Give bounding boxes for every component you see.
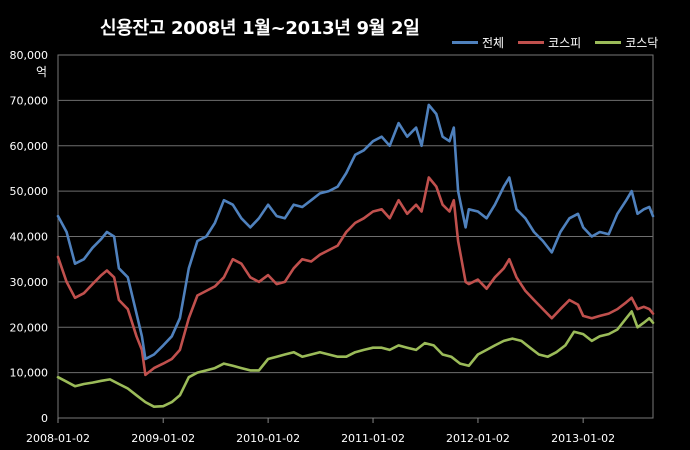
legend-label-kospi: 코스피 bbox=[548, 36, 582, 50]
y-tick-label: 30,000 bbox=[10, 276, 49, 289]
legend: 전체 코스피 코스닥 bbox=[452, 34, 658, 51]
x-tick-label: 2011-01-02 bbox=[341, 432, 405, 445]
x-tick-label: 2010-01-02 bbox=[236, 432, 300, 445]
y-unit-label: 억 bbox=[36, 65, 48, 79]
y-tick-label: 60,000 bbox=[10, 140, 49, 153]
y-tick-label: 0 bbox=[41, 412, 48, 425]
y-tick-label: 80,000 bbox=[10, 49, 49, 62]
y-tick-label: 20,000 bbox=[10, 321, 49, 334]
legend-item-kospi: 코스피 bbox=[518, 34, 581, 51]
legend-item-kosdaq: 코스닥 bbox=[595, 34, 658, 51]
y-tick-label: 70,000 bbox=[10, 94, 49, 107]
x-tick-label: 2012-01-02 bbox=[446, 432, 510, 445]
legend-label-kosdaq: 코스닥 bbox=[625, 36, 659, 50]
legend-swatch-kosdaq bbox=[595, 41, 622, 44]
legend-swatch-kospi bbox=[518, 41, 545, 44]
y-tick-label: 10,000 bbox=[10, 367, 49, 380]
series-line-kosdaq bbox=[56, 310, 655, 408]
x-tick-label: 2008-01-02 bbox=[26, 432, 90, 445]
legend-swatch-total bbox=[452, 41, 478, 44]
y-tick-label: 40,000 bbox=[10, 231, 49, 244]
series-line-kospi bbox=[56, 176, 655, 377]
x-tick-label: 2009-01-02 bbox=[131, 432, 195, 445]
x-tick-label: 2013-01-02 bbox=[551, 432, 615, 445]
legend-item-total: 전체 bbox=[452, 34, 504, 51]
legend-label-total: 전체 bbox=[482, 36, 505, 50]
chart-title: 신용잔고 2008년 1월~2013년 9월 2일 bbox=[100, 18, 420, 39]
series-line-total bbox=[56, 103, 655, 361]
y-tick-label: 50,000 bbox=[10, 185, 49, 198]
